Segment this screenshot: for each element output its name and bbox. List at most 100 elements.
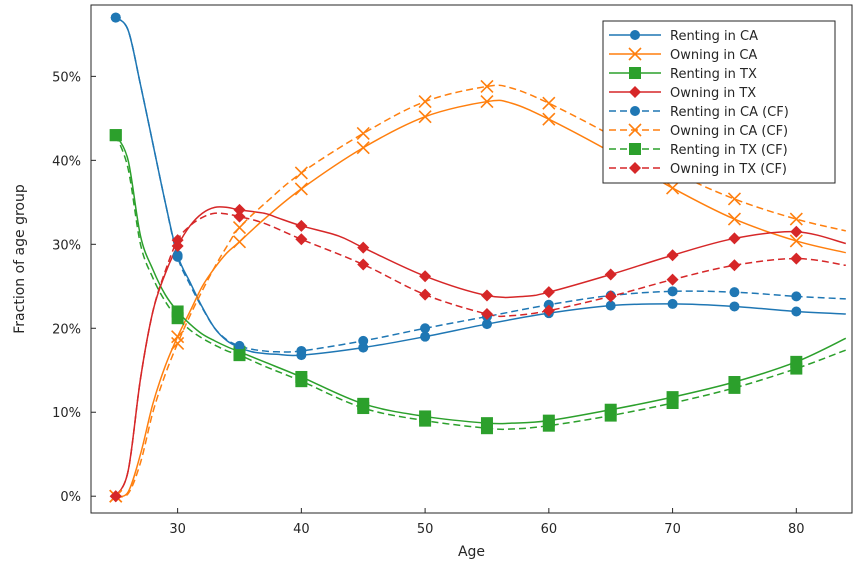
plot-markers: [109, 12, 803, 503]
data-point-renting-in-tx-cf-25: [109, 129, 122, 142]
data-point-renting-in-tx-cf-80: [790, 362, 803, 375]
data-point-owning-in-tx-65: [604, 268, 617, 281]
data-point-owning-in-tx-40: [295, 219, 308, 232]
data-point-owning-in-tx-75: [728, 232, 741, 245]
data-point-owning-in-ca-cf-40: [294, 166, 308, 180]
data-point-owning-in-ca-cf-35: [232, 220, 247, 235]
series-line-owning-in-tx-cf: [115, 212, 846, 497]
legend-label: Renting in TX (CF): [670, 143, 788, 158]
x-tick-label: 50: [417, 522, 434, 537]
data-point-renting-in-tx-cf-55: [480, 422, 493, 435]
legend-item-owning-in-tx: Owning in TX: [609, 86, 756, 101]
data-point-owning-in-tx-cf-80: [790, 252, 803, 265]
series-line-renting-in-ca-cf: [115, 16, 846, 353]
data-point-renting-in-tx-cf-30: [171, 312, 184, 325]
data-point-owning-in-ca-cf-30: [171, 336, 185, 350]
data-point-renting-in-ca-cf-35: [234, 340, 245, 351]
data-point-owning-in-ca-60: [542, 112, 556, 126]
data-point-renting-in-ca-70: [667, 298, 678, 309]
data-point-owning-in-ca-75: [727, 212, 742, 226]
legend-marker: [629, 162, 641, 174]
data-point-renting-in-ca-75: [729, 301, 740, 312]
data-point-owning-in-ca-35: [232, 235, 247, 249]
legend-marker: [629, 143, 641, 155]
legend-marker: [630, 30, 640, 40]
data-point-owning-in-ca-cf-55: [480, 79, 494, 94]
legend-marker: [628, 123, 642, 137]
legend-item-renting-in-ca-cf: Renting in CA (CF): [609, 105, 789, 120]
data-point-owning-in-tx-cf-65: [604, 290, 617, 303]
y-tick-label: 50%: [52, 70, 81, 85]
data-point-renting-in-ca-cf-80: [791, 291, 802, 302]
y-tick-label: 40%: [52, 154, 81, 169]
data-point-owning-in-tx-45: [357, 241, 370, 254]
legend: Renting in CA Owning in CA Renting in TX Ow…: [602, 20, 836, 184]
data-point-renting-in-tx-cf-70: [666, 397, 679, 410]
data-point-owning-in-ca-cf-45: [356, 126, 370, 141]
data-point-owning-in-tx-70: [666, 249, 679, 262]
data-point-renting-in-ca-cf-30: [172, 251, 183, 262]
legend-label: Renting in CA (CF): [670, 105, 789, 120]
data-point-owning-in-ca-cf-50: [418, 94, 432, 109]
data-point-owning-in-ca-cf-75: [727, 192, 742, 206]
data-point-owning-in-ca-30: [171, 330, 185, 344]
y-tick-label: 30%: [52, 238, 81, 253]
y-axis: 0% 10% 20% 30% 40% 50%: [52, 70, 96, 505]
data-point-renting-in-tx-cf-45: [357, 402, 370, 415]
data-point-owning-in-tx-cf-35: [233, 210, 246, 223]
data-point-owning-in-tx-50: [419, 270, 432, 283]
data-point-owning-in-ca-40: [294, 182, 308, 196]
legend-marker: [629, 67, 641, 79]
data-point-renting-in-ca-cf-70: [667, 286, 678, 297]
x-axis-title: Age: [458, 544, 485, 560]
data-point-owning-in-tx-cf-55: [480, 307, 493, 320]
data-point-renting-in-ca-55: [481, 319, 492, 330]
data-point-owning-in-ca-70: [666, 181, 680, 195]
legend-label: Renting in CA: [670, 29, 758, 44]
legend-label: Owning in TX (CF): [670, 162, 787, 177]
data-point-renting-in-tx-cf-75: [728, 381, 741, 394]
data-point-renting-in-ca-cf-75: [729, 287, 740, 298]
data-point-owning-in-tx-cf-25: [109, 490, 122, 503]
data-point-renting-in-ca-cf-45: [358, 335, 369, 346]
data-point-owning-in-ca-50: [418, 110, 432, 124]
data-point-owning-in-ca-cf-80: [789, 212, 803, 226]
data-point-owning-in-tx-cf-50: [419, 288, 432, 301]
data-point-renting-in-tx-cf-35: [233, 349, 246, 362]
legend-item-renting-in-ca: Renting in CA: [609, 29, 758, 44]
legend-item-renting-in-tx-cf: Renting in TX (CF): [609, 143, 788, 158]
legend-marker: [628, 47, 642, 61]
x-tick-label: 80: [788, 522, 805, 537]
series-line-renting-in-tx-cf: [115, 134, 847, 431]
x-tick-label: 30: [169, 522, 186, 537]
x-tick-label: 70: [664, 522, 681, 537]
data-point-renting-in-tx-cf-40: [295, 375, 308, 388]
data-point-owning-in-tx-35: [233, 203, 246, 216]
legend-marker: [630, 106, 640, 116]
x-tick-label: 40: [293, 522, 310, 537]
x-axis: 30 40 50 60 70 80: [169, 508, 805, 537]
data-point-renting-in-tx-cf-50: [419, 414, 432, 427]
legend-label: Owning in TX: [670, 86, 756, 101]
data-point-renting-in-ca-65: [605, 300, 616, 311]
legend-box: [602, 20, 836, 184]
data-point-owning-in-tx-cf-40: [295, 233, 308, 246]
data-point-owning-in-tx-55: [480, 289, 493, 302]
y-tick-label: 0%: [60, 490, 81, 505]
data-point-renting-in-ca-cf-50: [420, 323, 431, 334]
data-point-owning-in-ca-45: [356, 141, 370, 155]
legend-label: Owning in CA: [670, 48, 757, 63]
legend-item-owning-in-tx-cf: Owning in TX (CF): [609, 162, 787, 177]
legend-item-owning-in-ca-cf: Owning in CA (CF): [609, 123, 788, 139]
data-point-renting-in-ca-cf-25: [110, 12, 121, 23]
data-point-owning-in-tx-cf-30: [171, 234, 184, 247]
legend-label: Renting in TX: [670, 67, 757, 82]
data-point-renting-in-tx-cf-60: [542, 419, 555, 432]
legend-label: Owning in CA (CF): [670, 124, 788, 139]
data-point-owning-in-ca-80: [789, 234, 803, 248]
plot-frame: [90, 4, 853, 514]
data-point-owning-in-tx-cf-70: [666, 273, 679, 286]
legend-item-owning-in-ca: Owning in CA: [609, 47, 757, 63]
y-tick-label: 10%: [52, 406, 81, 421]
